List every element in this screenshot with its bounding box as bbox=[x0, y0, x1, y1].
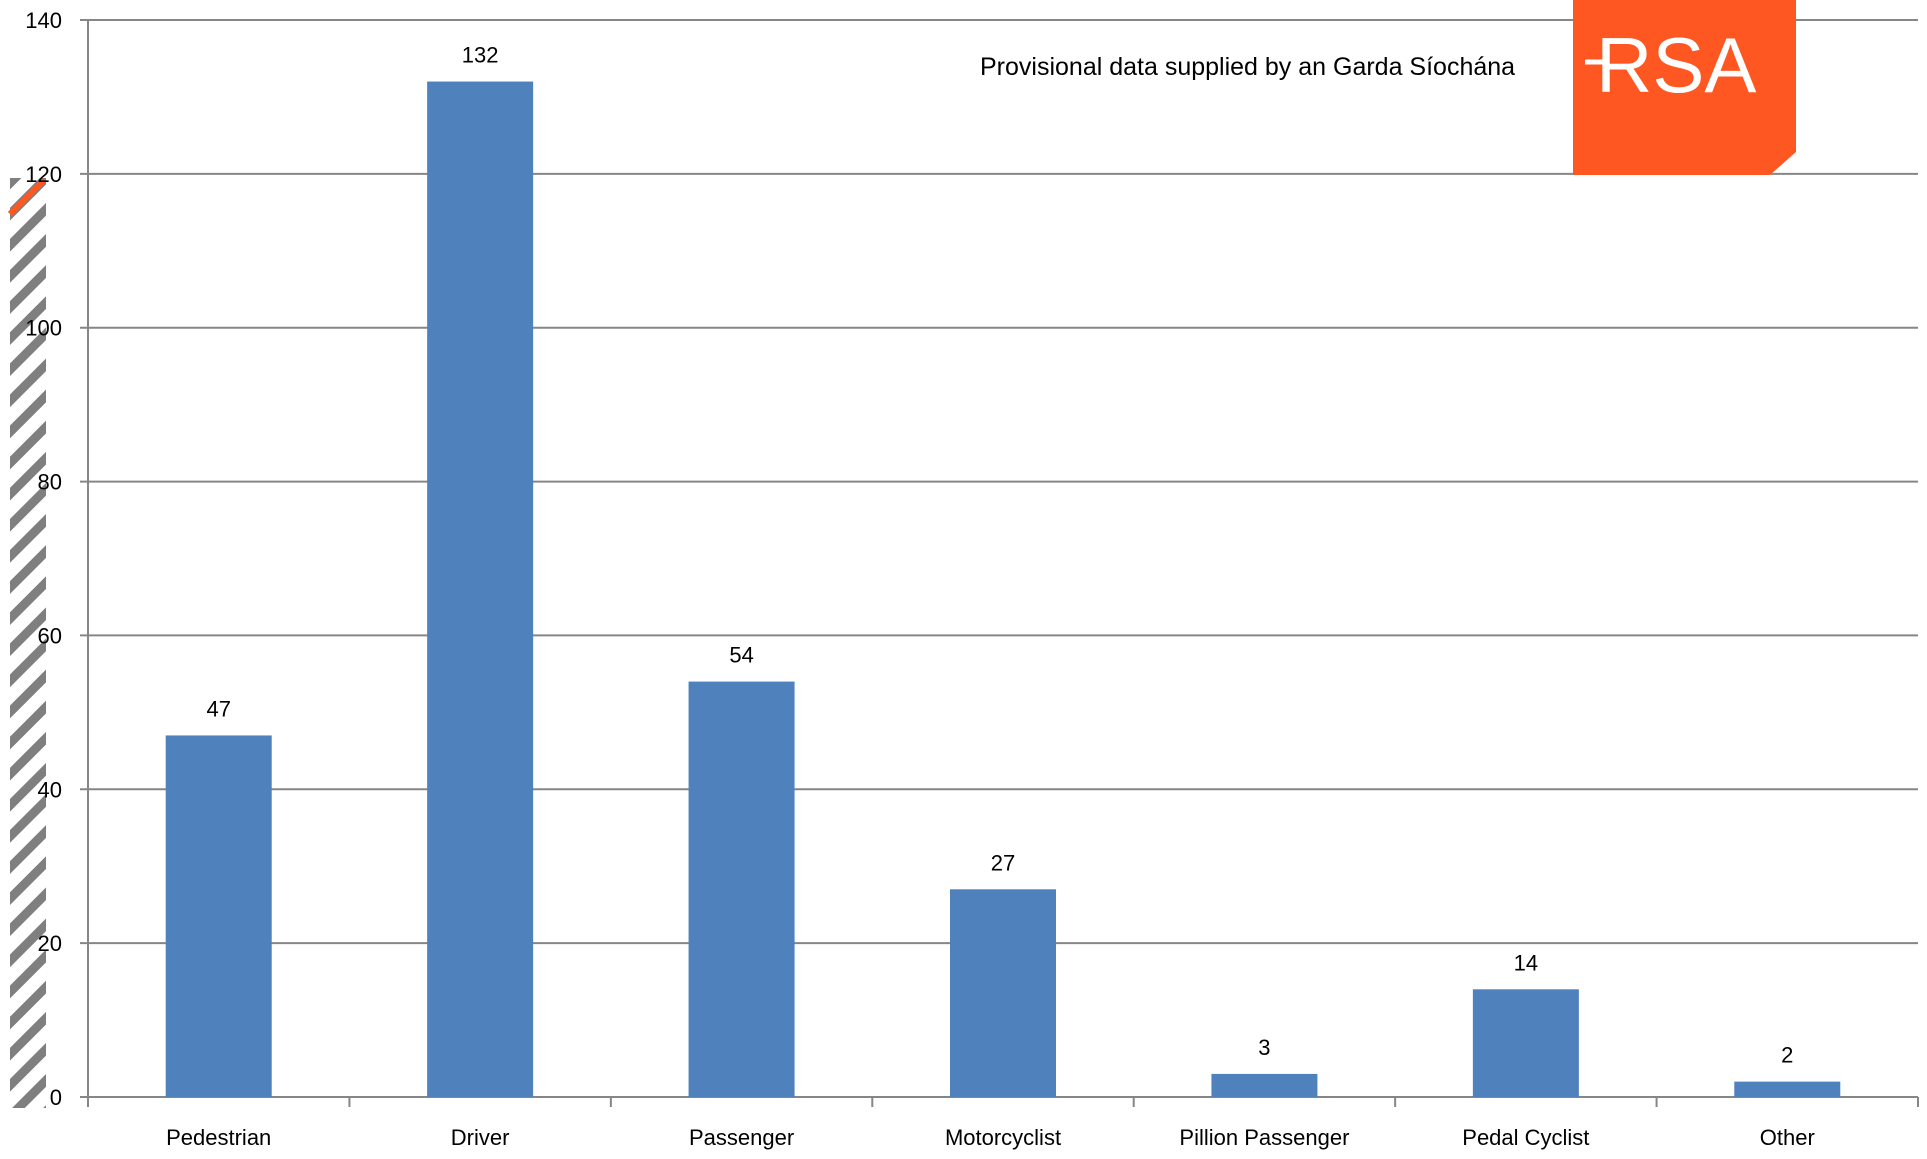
y-tick-label: 100 bbox=[25, 316, 62, 341]
bar-pedestrian bbox=[165, 735, 272, 1097]
y-tick-label: 0 bbox=[50, 1085, 62, 1110]
bar-other bbox=[1734, 1081, 1841, 1097]
data-label: 2 bbox=[1781, 1043, 1793, 1068]
data-label: 27 bbox=[991, 850, 1015, 875]
data-label: 14 bbox=[1514, 950, 1538, 975]
y-tick-label: 40 bbox=[38, 777, 62, 802]
x-tick-label: Pedal Cyclist bbox=[1462, 1125, 1589, 1150]
x-tick-label: Driver bbox=[451, 1125, 510, 1150]
x-tick-label: Passenger bbox=[689, 1125, 794, 1150]
data-label: 54 bbox=[729, 643, 753, 668]
data-label: 132 bbox=[462, 43, 499, 68]
bar-passenger bbox=[688, 681, 795, 1097]
data-labels: 47 132 54 27 3 14 2 bbox=[206, 43, 1793, 1068]
source-note: Provisional data supplied by an Garda Sí… bbox=[980, 53, 1515, 81]
y-tick-label: 20 bbox=[38, 931, 62, 956]
data-label: 3 bbox=[1258, 1035, 1270, 1060]
bar-pillion-passenger bbox=[1211, 1073, 1318, 1097]
rsa-logo-text: RSA bbox=[1596, 21, 1756, 109]
x-tick-label: Other bbox=[1760, 1125, 1815, 1150]
side-stripe bbox=[7, 177, 47, 1108]
bar-driver bbox=[427, 81, 534, 1098]
y-tick-label: 60 bbox=[38, 623, 62, 648]
data-label: 47 bbox=[206, 696, 230, 721]
bars bbox=[165, 81, 1841, 1098]
x-tick-label: Pillion Passenger bbox=[1179, 1125, 1349, 1150]
x-axis-tick-marks bbox=[87, 1097, 1919, 1107]
bar-motorcyclist bbox=[950, 889, 1056, 1097]
x-tick-label: Pedestrian bbox=[166, 1125, 271, 1150]
rsa-logo: RSA bbox=[1573, 0, 1796, 175]
y-tick-label: 140 bbox=[25, 8, 62, 33]
bar-pedal-cyclist bbox=[1472, 989, 1579, 1097]
x-tick-label: Motorcyclist bbox=[945, 1125, 1061, 1150]
y-tick-label: 120 bbox=[25, 162, 62, 187]
y-axis-ticks: 0 20 40 60 80 100 120 140 bbox=[25, 8, 62, 1110]
x-axis-labels: Pedestrian Driver Passenger Motorcyclist Pil… bbox=[166, 1125, 1815, 1150]
y-tick-label: 80 bbox=[38, 470, 62, 495]
